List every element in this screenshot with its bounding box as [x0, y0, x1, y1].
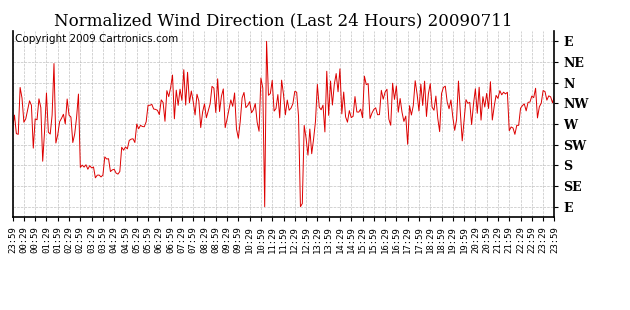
- Text: Copyright 2009 Cartronics.com: Copyright 2009 Cartronics.com: [15, 34, 178, 44]
- Title: Normalized Wind Direction (Last 24 Hours) 20090711: Normalized Wind Direction (Last 24 Hours…: [54, 12, 513, 29]
